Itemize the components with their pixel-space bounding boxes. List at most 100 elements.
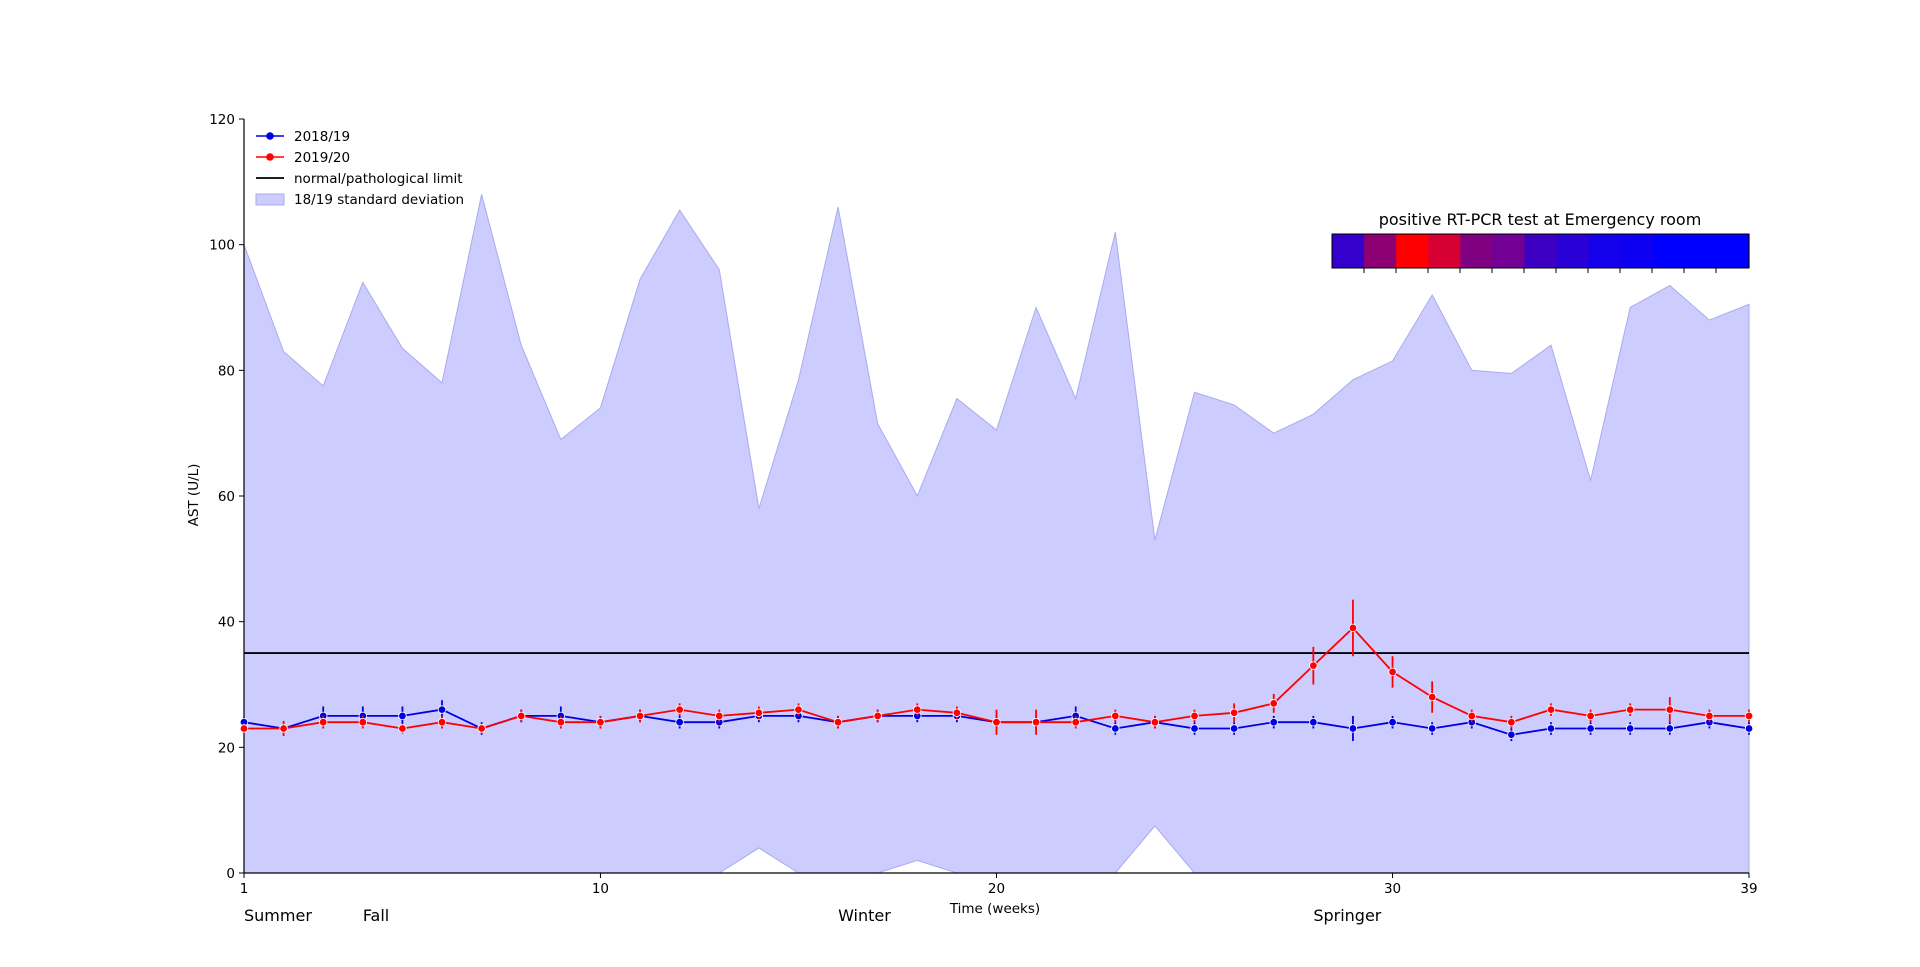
data-point — [1625, 724, 1635, 733]
data-point — [279, 724, 288, 733]
data-point — [239, 724, 249, 733]
data-point — [1586, 711, 1595, 721]
x-tick-label: 30 — [1384, 881, 1401, 897]
data-point — [319, 718, 328, 727]
data-point — [1150, 718, 1160, 727]
data-point — [1586, 724, 1595, 733]
data-point — [1111, 724, 1120, 733]
data-point — [596, 718, 605, 727]
data-point — [715, 711, 724, 721]
data-point — [952, 708, 962, 717]
data-point — [1625, 705, 1635, 714]
heatmap-cell — [1556, 234, 1590, 268]
data-point — [1388, 718, 1397, 727]
data-point — [1348, 623, 1358, 633]
data-point — [1705, 711, 1714, 721]
data-point — [1348, 724, 1358, 733]
data-point — [1546, 724, 1556, 733]
heatmap-cell — [1524, 234, 1558, 268]
season-labels: Summer Fall Winter Springer — [244, 906, 1382, 925]
data-point — [1665, 724, 1674, 733]
rt-pcr-heatmap: positive RT-PCR test at Emergency room — [1331, 210, 1750, 273]
legend: 2018/19 2019/20 normal/pathological limi… — [255, 129, 464, 208]
x-tick-label: 20 — [988, 881, 1005, 897]
heatmap-cell — [1428, 234, 1461, 268]
heatmap-cell — [1364, 234, 1397, 268]
legend-label-2018-19: 2018/19 — [294, 129, 350, 145]
data-point — [1744, 711, 1754, 721]
axes: 0 20 40 60 80 100 120 1 10 20 30 39 — [209, 112, 1757, 897]
season-label: Fall — [363, 906, 389, 925]
data-point — [1309, 661, 1318, 670]
legend-marker-2019-20 — [266, 153, 274, 161]
heatmap-title: positive RT-PCR test at Emergency room — [1379, 210, 1702, 229]
data-point — [398, 711, 407, 721]
y-tick-label: 60 — [218, 489, 235, 505]
data-point — [1507, 730, 1516, 739]
data-point — [1190, 724, 1199, 733]
y-tick-label: 40 — [218, 615, 235, 631]
heatmap-cells — [1332, 234, 1750, 268]
y-tick-label: 20 — [218, 740, 235, 756]
data-point — [556, 718, 566, 727]
data-point — [833, 718, 843, 727]
data-point — [1427, 692, 1437, 702]
heatmap-cell — [1332, 234, 1365, 268]
data-point — [1665, 705, 1674, 714]
data-point — [1546, 705, 1556, 714]
series-2019-20 — [239, 599, 1754, 737]
data-point — [437, 718, 447, 727]
y-axis-label: AST (U/L) — [186, 464, 202, 527]
data-point — [635, 711, 645, 721]
heatmap-cell — [1716, 234, 1750, 268]
legend-marker-2018-19 — [266, 132, 274, 140]
data-point — [358, 718, 368, 727]
data-point — [1467, 711, 1476, 721]
data-point — [675, 718, 684, 727]
data-point — [1111, 711, 1120, 721]
data-point — [1190, 711, 1199, 721]
legend-label-band: 18/19 standard deviation — [294, 192, 464, 208]
std-band-layer — [243, 194, 1750, 874]
heatmap-frame — [1331, 233, 1750, 269]
heatmap-cell — [1588, 234, 1622, 268]
data-point — [1269, 718, 1278, 727]
y-tick-label: 80 — [218, 363, 235, 379]
x-tick-label: 39 — [1740, 881, 1757, 897]
legend-label-limit: normal/pathological limit — [294, 171, 463, 187]
data-point — [1229, 724, 1239, 733]
data-point — [794, 705, 803, 714]
y-tick-label: 100 — [209, 238, 235, 254]
data-point — [992, 718, 1001, 727]
data-point — [913, 705, 922, 714]
data-point — [873, 711, 882, 721]
season-label: Summer — [244, 906, 312, 925]
data-point — [1031, 718, 1041, 727]
data-point — [1744, 724, 1754, 733]
heatmap-ticks — [1363, 268, 1717, 273]
legend-swatch-band — [255, 193, 285, 206]
data-point — [754, 708, 764, 717]
heatmap-cell — [1652, 234, 1686, 268]
y-tick-label: 120 — [209, 112, 235, 128]
data-point — [1309, 718, 1318, 727]
data-point — [675, 705, 684, 714]
season-label: Winter — [838, 906, 891, 925]
data-point — [1229, 708, 1239, 717]
heatmap-cell — [1396, 234, 1429, 268]
x-tick-label: 10 — [592, 881, 609, 897]
heatmap-cell — [1492, 234, 1526, 268]
data-point — [437, 705, 447, 714]
data-point — [1071, 718, 1080, 727]
heatmap-cell — [1620, 234, 1654, 268]
data-point — [1427, 724, 1437, 733]
data-point — [517, 711, 526, 721]
std-band — [243, 194, 1750, 874]
series-layer — [239, 599, 1754, 742]
y-tick-label: 0 — [226, 866, 235, 882]
heatmap-cell — [1460, 234, 1493, 268]
data-point — [1388, 667, 1397, 677]
x-axis-label: Time (weeks) — [949, 901, 1040, 917]
x-tick-label: 1 — [240, 881, 249, 897]
